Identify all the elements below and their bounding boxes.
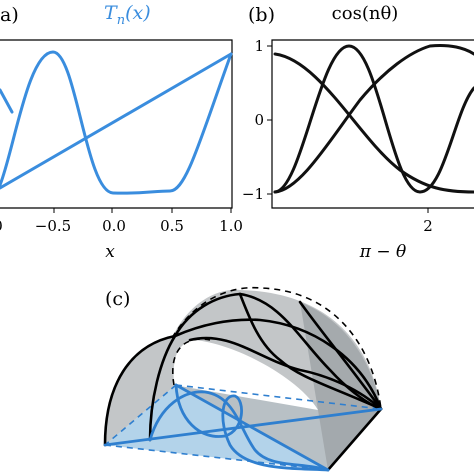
panel-c-dashed-base-back xyxy=(175,384,382,410)
panel-c-label: (c) xyxy=(105,288,130,310)
panel-a-axes-frame xyxy=(0,39,233,209)
panel-a-curve-cubic-a xyxy=(0,88,14,114)
panel-a-xtick-label: 1.0 xyxy=(219,217,243,235)
panel-c-base-curve-1 xyxy=(148,390,330,472)
panel-c-edge-right xyxy=(326,407,383,472)
panel-b-curve-rising xyxy=(273,44,474,194)
panel-a-curve-oscillating xyxy=(0,50,233,195)
panel-c-arc-4 xyxy=(238,292,383,411)
panel-a-xticks xyxy=(53,208,232,213)
panel-a-xlabel: x xyxy=(105,242,115,262)
panel-c-dashed-base-front xyxy=(104,444,329,471)
panel-b-title: cos(nθ) xyxy=(332,3,399,24)
panel-a-title-sub: n xyxy=(117,13,125,28)
panel-a-title: Tn(x) xyxy=(104,2,151,28)
panel-b-curve-oscillating xyxy=(273,44,474,194)
panel-c-arc-2 xyxy=(173,292,383,411)
panel-c-dashed-arc-top xyxy=(171,286,382,410)
panel-a-xtick-label: 0.5 xyxy=(160,217,184,235)
panel-a: a) Tn(x) 0 −0.5 0.0 0.5 1.0 x xyxy=(0,2,243,262)
panel-c-base-line-2 xyxy=(174,383,330,472)
panel-a-xtick-label: 0.0 xyxy=(102,217,126,235)
panel-c-dashed-base-side xyxy=(104,384,177,446)
panel-a-curve-linear xyxy=(0,52,233,190)
panel-b: (b) cos(nθ) 1 0 −1 2 π − θ xyxy=(242,3,474,262)
panel-b-ytick-label: −1 xyxy=(242,185,264,203)
panel-c-window xyxy=(173,340,318,410)
panel-b-xtick-label: 2 xyxy=(423,217,433,235)
panel-a-title-main: T xyxy=(104,2,118,24)
panel-c-end-wall xyxy=(300,302,381,470)
panel-a-label: a) xyxy=(0,4,19,26)
panel-b-ytick-label: 1 xyxy=(254,37,264,55)
panel-b-axes-frame xyxy=(271,39,474,209)
panel-c: (c) xyxy=(103,286,383,472)
panel-c-base-curve-2 xyxy=(174,383,330,472)
panel-c-arc-6 xyxy=(298,300,383,411)
panel-b-xlabel: π − θ xyxy=(359,242,406,262)
panel-b-curve-linear xyxy=(273,52,474,194)
panel-c-arc-3 xyxy=(188,336,383,411)
panel-a-xtick-label: 0 xyxy=(0,217,3,235)
panel-a-title-arg: (x) xyxy=(125,2,151,24)
panel-b-label: (b) xyxy=(248,4,275,26)
panel-b-ytick-label: 0 xyxy=(254,111,264,129)
panel-c-arc-5 xyxy=(148,334,177,442)
panel-a-xtick-label: −0.5 xyxy=(35,217,71,235)
